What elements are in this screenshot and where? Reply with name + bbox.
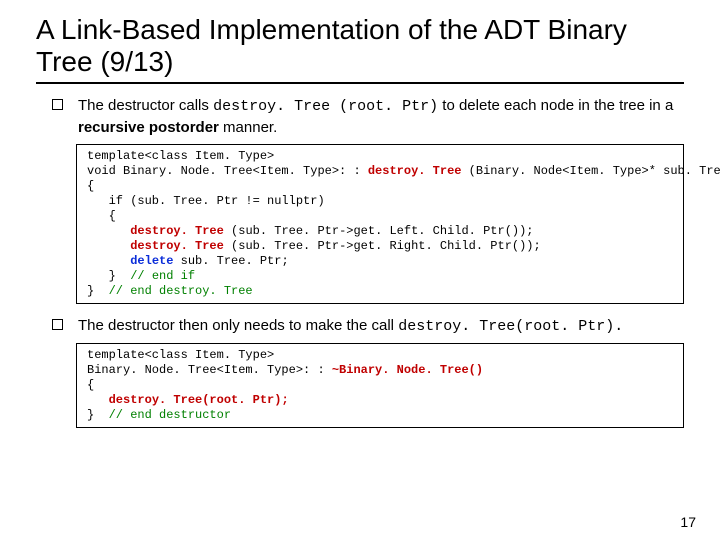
c1-l6a	[87, 224, 130, 238]
slide: A Link-Based Implementation of the ADT B…	[0, 0, 720, 540]
bullet-1: The destructor calls destroy. Tree (root…	[52, 96, 684, 138]
page-number: 17	[680, 514, 696, 530]
bullet2-code: destroy. Tree(root. Ptr).	[398, 318, 623, 335]
bullet-list: The destructor calls destroy. Tree (root…	[52, 96, 684, 138]
c1-l6b: destroy. Tree	[130, 224, 224, 238]
c1-l8c: sub. Tree. Ptr;	[173, 254, 288, 268]
c1-l7c: (sub. Tree. Ptr->get. Right. Child. Ptr(…	[224, 239, 541, 253]
c1-l2b: destroy. Tree	[368, 164, 462, 178]
code-block-2: template<class Item. Type> Binary. Node.…	[76, 343, 684, 428]
bullet-list-2: The destructor then only needs to make t…	[52, 316, 684, 337]
c2-l4a	[87, 393, 109, 407]
c2-l1: template<class Item. Type>	[87, 348, 274, 362]
slide-title: A Link-Based Implementation of the ADT B…	[36, 14, 684, 84]
bullet1-mid: to delete each node in the tree in a	[438, 97, 673, 114]
c2-l2a: Binary. Node. Tree<Item. Type>: :	[87, 363, 332, 377]
c1-l6c: (sub. Tree. Ptr->get. Left. Child. Ptr()…	[224, 224, 534, 238]
c1-l10a: }	[87, 284, 101, 298]
bullet1-bold: recursive postorder	[78, 119, 219, 136]
bullet1-code: destroy. Tree (root. Ptr)	[213, 98, 438, 115]
c1-l7b: destroy. Tree	[130, 239, 224, 253]
c1-l1: template<class Item. Type>	[87, 149, 274, 163]
c1-l4: if (sub. Tree. Ptr != nullptr)	[87, 194, 325, 208]
c1-l9a: }	[87, 269, 123, 283]
bullet1-pre: The destructor calls	[78, 97, 213, 114]
c1-l5: {	[87, 209, 116, 223]
bullet-2: The destructor then only needs to make t…	[52, 316, 684, 337]
c2-l5b: // end destructor	[101, 408, 231, 422]
bullet2-pre: The destructor then only needs to make t…	[78, 317, 398, 334]
c1-l2a: void Binary. Node. Tree<Item. Type>: :	[87, 164, 368, 178]
c1-l9b: // end if	[123, 269, 195, 283]
c2-l5a: }	[87, 408, 101, 422]
code-block-1: template<class Item. Type> void Binary. …	[76, 144, 684, 304]
c2-l3: {	[87, 378, 94, 392]
c1-l3: {	[87, 179, 94, 193]
c1-l10b: // end destroy. Tree	[101, 284, 252, 298]
c2-l4b: destroy. Tree(root. Ptr);	[109, 393, 289, 407]
bullet1-post: manner.	[219, 119, 277, 136]
c1-l2c: (Binary. Node<Item. Type>* sub. Tree. Pt…	[461, 164, 720, 178]
c2-l2b: ~Binary. Node. Tree()	[332, 363, 483, 377]
c1-l8a	[87, 254, 130, 268]
c1-l8b: delete	[130, 254, 173, 268]
c1-l7a	[87, 239, 130, 253]
